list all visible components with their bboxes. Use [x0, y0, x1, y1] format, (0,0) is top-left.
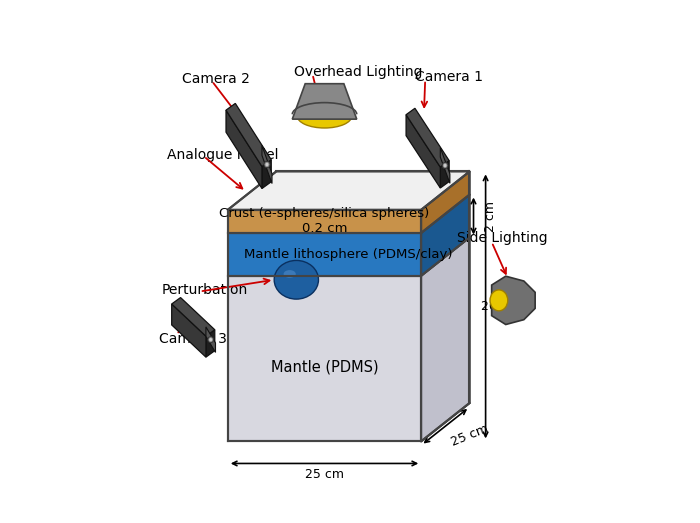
- Text: Side Lighting: Side Lighting: [457, 231, 548, 245]
- Polygon shape: [228, 172, 470, 210]
- Polygon shape: [226, 104, 272, 166]
- Text: Mantle lithosphere (PDMS/clay): Mantle lithosphere (PDMS/clay): [244, 248, 452, 261]
- Ellipse shape: [284, 270, 296, 278]
- Polygon shape: [228, 210, 421, 233]
- Ellipse shape: [209, 338, 212, 342]
- Text: Camera 2: Camera 2: [181, 72, 249, 86]
- Polygon shape: [440, 147, 450, 183]
- Text: Mantle (PDMS): Mantle (PDMS): [271, 359, 378, 374]
- Polygon shape: [228, 233, 421, 276]
- Polygon shape: [206, 327, 216, 353]
- Ellipse shape: [297, 104, 352, 128]
- Polygon shape: [406, 115, 440, 188]
- Text: 25 cm: 25 cm: [305, 468, 344, 481]
- Text: Camera 3: Camera 3: [160, 332, 228, 346]
- Polygon shape: [421, 237, 470, 441]
- Polygon shape: [406, 108, 449, 167]
- Text: Camera 1: Camera 1: [415, 70, 483, 84]
- Text: Overhead Lighting: Overhead Lighting: [294, 65, 423, 78]
- Ellipse shape: [265, 163, 269, 166]
- Ellipse shape: [490, 290, 507, 311]
- Ellipse shape: [208, 337, 213, 343]
- Ellipse shape: [442, 163, 448, 168]
- Ellipse shape: [444, 164, 447, 167]
- Polygon shape: [262, 160, 272, 188]
- Polygon shape: [421, 172, 470, 233]
- Polygon shape: [491, 276, 535, 324]
- Text: Analogue Model: Analogue Model: [167, 149, 279, 162]
- Text: Perturbation: Perturbation: [162, 283, 248, 297]
- Text: Crust (e-spheres/silica spheres)
0.2 cm: Crust (e-spheres/silica spheres) 0.2 cm: [219, 207, 430, 235]
- Text: 25 cm: 25 cm: [449, 422, 490, 448]
- Polygon shape: [440, 161, 449, 188]
- Polygon shape: [228, 276, 421, 441]
- Polygon shape: [262, 145, 272, 184]
- Polygon shape: [206, 330, 215, 357]
- Text: 20 cm: 20 cm: [482, 300, 520, 313]
- Ellipse shape: [274, 260, 319, 299]
- Polygon shape: [172, 298, 215, 336]
- Polygon shape: [421, 172, 470, 441]
- Ellipse shape: [264, 161, 270, 168]
- Text: 2 cm: 2 cm: [484, 200, 496, 232]
- Polygon shape: [421, 195, 470, 276]
- Polygon shape: [172, 304, 206, 357]
- Polygon shape: [293, 84, 357, 119]
- Polygon shape: [226, 110, 262, 188]
